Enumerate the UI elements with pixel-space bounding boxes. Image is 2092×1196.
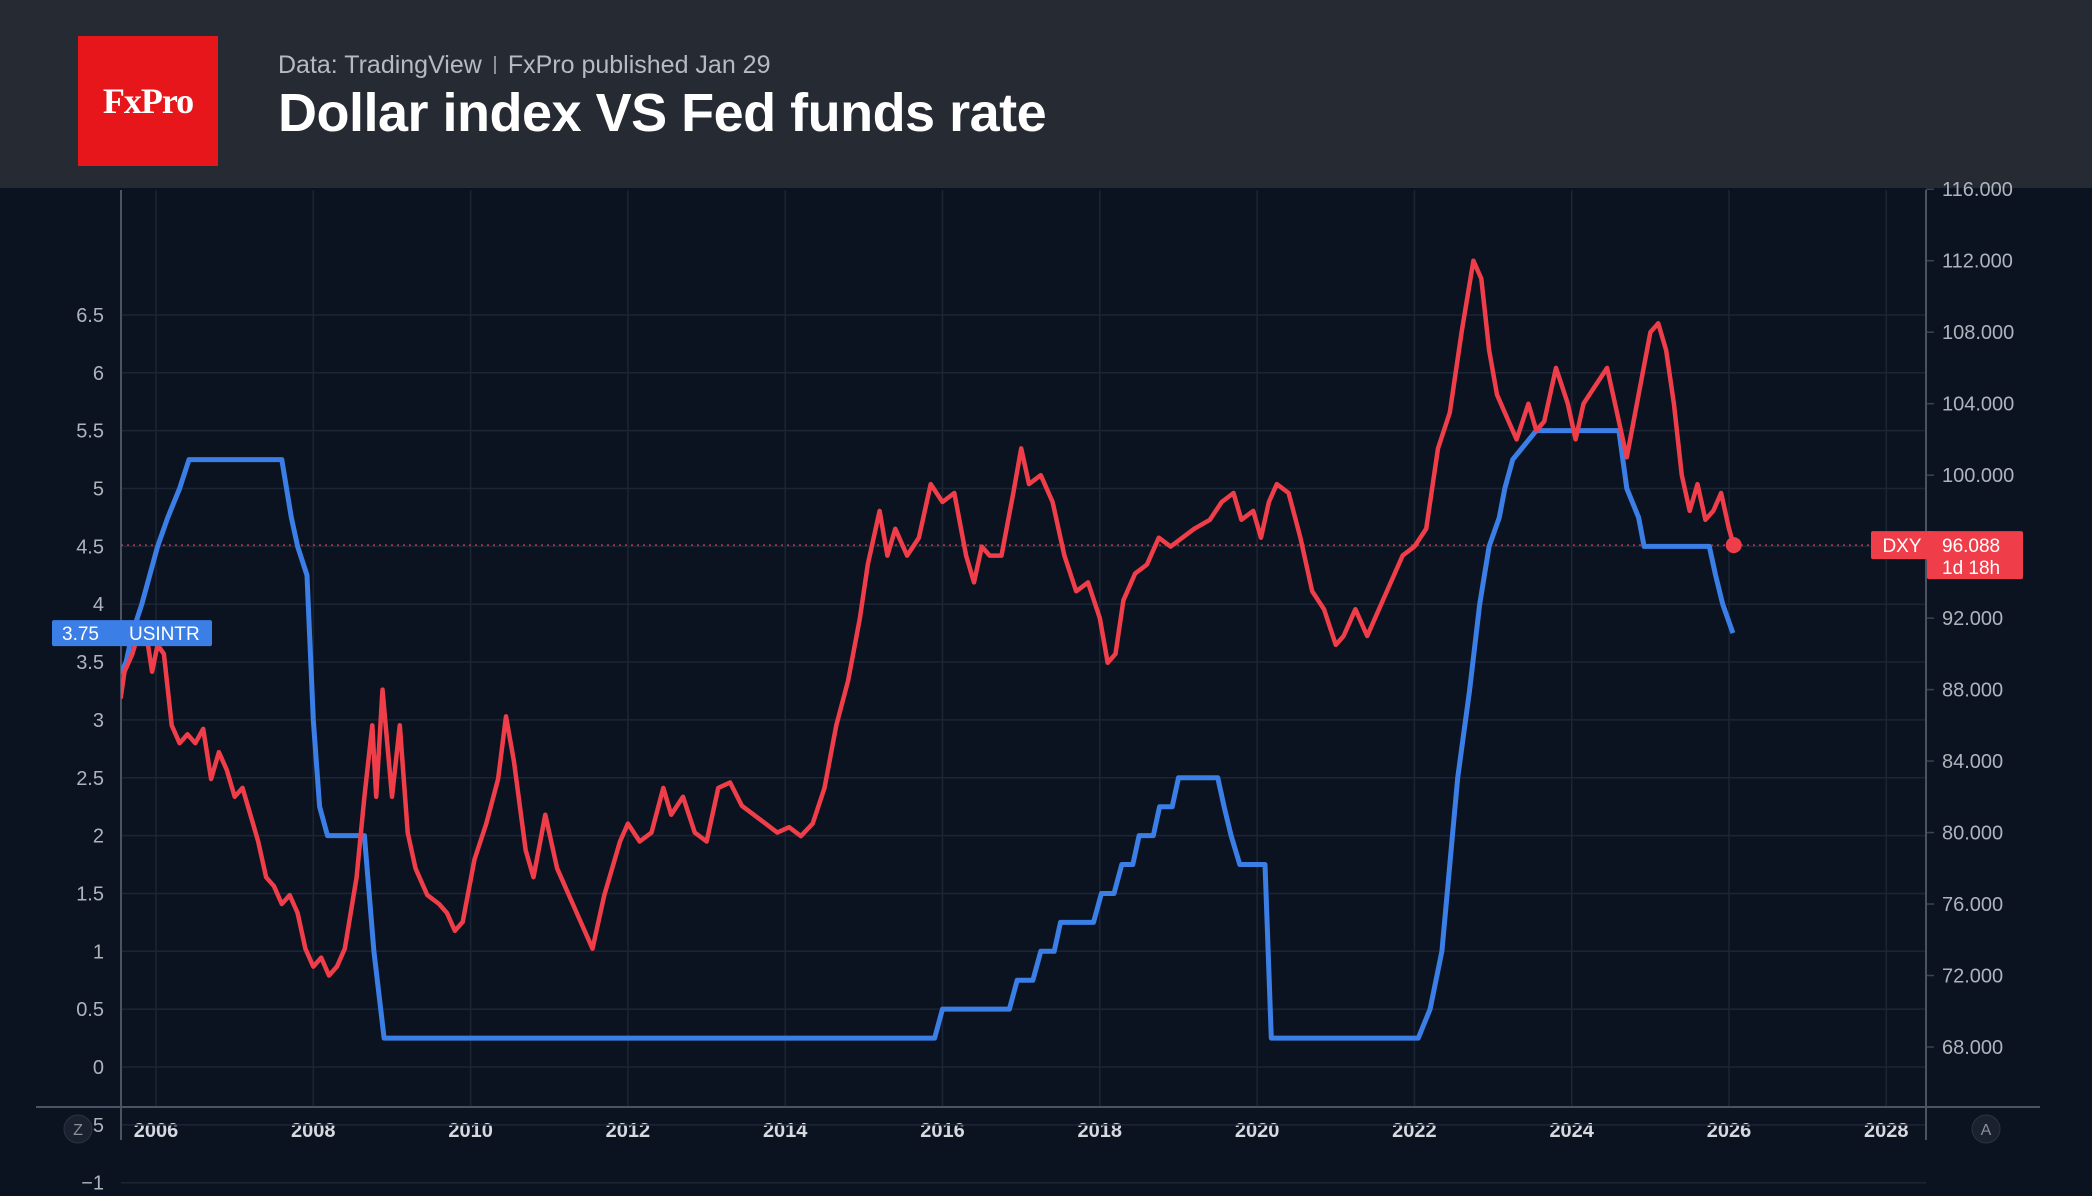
left-axis-tick-label: 2.5	[76, 768, 104, 790]
auto-scale-left-label: Z	[73, 1122, 83, 1139]
right-axis-tick-label: 108.000	[1942, 322, 2014, 344]
x-tick-label: 2018	[1078, 1120, 1123, 1142]
right-axis-tick-label: 88.000	[1942, 680, 2003, 702]
right-axis-tick-label: 72.000	[1942, 966, 2003, 988]
dxy-value-label: 96.088	[1942, 536, 2000, 557]
usintr-value-label: 3.75	[62, 624, 99, 645]
usintr-value-tag	[52, 620, 212, 647]
auto-scale-left-button[interactable]	[63, 1114, 93, 1144]
right-axis-tick-label: 80.000	[1942, 823, 2003, 845]
x-tick-label: 2026	[1707, 1120, 1752, 1142]
separator	[493, 56, 496, 74]
auto-scale-right-label: A	[1981, 1122, 1992, 1139]
right-axis-tick-label: 112.000	[1942, 251, 2013, 273]
left-axis-tick-label: 1	[93, 941, 104, 963]
auto-scale-right-button[interactable]	[1971, 1114, 2001, 1144]
chart-header: FxPro Data: TradingView FxPro published …	[0, 0, 2092, 188]
left-axis-tick-label: 5	[93, 479, 104, 501]
left-axis-tick-label: 6.5	[76, 305, 104, 327]
dxy-value-tag	[1927, 531, 2023, 580]
x-tick-label: 2028	[1864, 1120, 1909, 1142]
x-tick-label: 2008	[291, 1120, 336, 1142]
right-axis-tick-label: 68.000	[1942, 1037, 2003, 1059]
published-date: FxPro published Jan 29	[507, 50, 771, 79]
logo-text: FxPro	[102, 81, 194, 121]
x-tick-label: 2014	[763, 1120, 808, 1142]
left-axis-tick-label: 2	[93, 826, 104, 848]
left-axis-tick-label: 4.5	[76, 536, 104, 558]
left-axis-tick-label: 3.5	[76, 652, 104, 674]
fxpro-logo: FxPro	[78, 36, 218, 166]
series-line-usintr[interactable]	[121, 428, 1736, 1041]
chart-title: Dollar index VS Fed funds rate	[278, 83, 1047, 143]
left-axis-tick-label: −1	[81, 1173, 104, 1195]
x-tick-label: 2024	[1549, 1120, 1594, 1142]
right-axis-tick-label: 104.000	[1942, 394, 2014, 416]
dxy-countdown-label: 1d 18h	[1942, 558, 2000, 579]
x-tick-label: 2016	[920, 1120, 965, 1142]
x-tick-label: 2010	[448, 1120, 493, 1142]
x-tick-label: 2012	[606, 1120, 651, 1142]
left-axis-tick-label: 0	[93, 1057, 104, 1079]
left-axis-tick-label: 0.5	[76, 999, 104, 1021]
dxy-name-tag	[1871, 531, 1934, 560]
right-axis-tick-label: 100.000	[1942, 465, 2014, 487]
left-axis-tick-label: 5.5	[76, 421, 104, 443]
series-line-dxy[interactable]	[121, 258, 1736, 978]
right-axis-tick-label: 84.000	[1942, 751, 2003, 773]
x-tick-label: 2022	[1392, 1120, 1437, 1142]
left-axis-tick-label: 6	[93, 363, 104, 385]
x-tick-label: 2006	[134, 1120, 179, 1142]
x-tick-label: 2020	[1235, 1120, 1280, 1142]
chart-subtitle: Data: TradingView FxPro published Jan 29	[278, 48, 771, 82]
right-axis-tick-label: 76.000	[1942, 894, 2003, 916]
usintr-name-label: USINTR	[129, 624, 200, 645]
data-source: Data: TradingView	[278, 50, 482, 79]
dxy-last-point	[1725, 537, 1742, 554]
left-axis-tick-label: 3	[93, 710, 104, 732]
left-axis-tick-label: 1.5	[76, 883, 104, 905]
right-axis-tick-label: 116.000	[1942, 179, 2013, 201]
left-axis-tick-label: 4	[93, 594, 104, 616]
right-axis-tick-label: 92.000	[1942, 608, 2003, 630]
dxy-name-label: DXY	[1882, 536, 1921, 557]
